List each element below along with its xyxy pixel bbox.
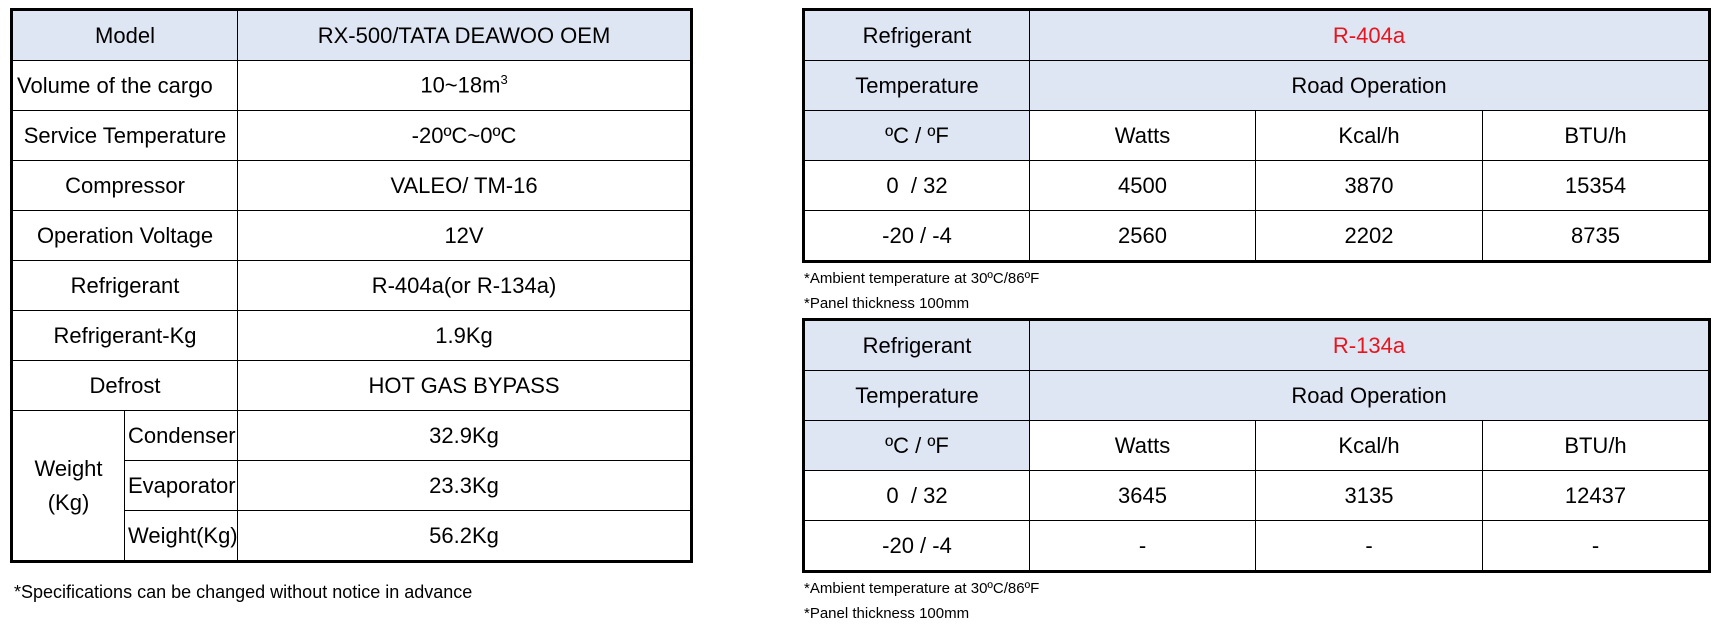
spec-table: Model RX-500/TATA DEAWOO OEM Volume of t… [10,8,694,563]
kcal-cell: 2202 [1255,210,1483,262]
ambient-note: *Ambient temperature at 30ºC/86ºF [804,270,1040,287]
btu-cell: 12437 [1482,470,1710,521]
temperature-cell: -20 / -4 [803,210,1030,262]
units-row: ºC / ºF Watts Kcal/h BTU/h [803,110,1710,161]
unit-header: Kcal/h [1255,420,1483,471]
panel-note: *Panel thickness 100mm [804,295,970,312]
spec-row-weight-condenser: Weight (Kg) Condenser 32.9Kg [11,410,693,562]
unit-header: Watts [1029,110,1256,161]
spec-label: Compressor [10,160,239,211]
table-row: -20 / -4 - - - [803,520,1710,572]
spec-row-defrost: Defrost HOT GAS BYPASS [10,360,693,411]
table-row: 0 / 32 4500 3870 15354 [803,160,1710,211]
temperature-row: Temperature Road Operation [803,60,1710,111]
table-row: 0 / 32 3645 3135 12437 [803,470,1710,521]
weight-sub-label: Weight(Kg) [123,510,239,562]
kcal-cell: 3135 [1255,470,1483,521]
spec-row-weight-evaporator: Evaporator 23.3Kg [12,460,693,511]
weight-sub-label: Condenser [123,410,239,461]
weight-label-line2: (Kg) [47,489,90,515]
refrigerant-label: Refrigerant [803,319,1030,371]
watts-cell: 3645 [1029,470,1256,521]
panel-note: *Panel thickness 100mm [804,605,970,622]
weight-value: 23.3Kg [237,460,693,511]
spec-row-volume: Volume of the cargo 10~18m3 [10,60,693,111]
unit-header: BTU/h [1482,110,1710,161]
spec-label: Volume of the cargo [10,60,239,111]
watts-cell: 2560 [1029,210,1256,262]
watts-cell: 4500 [1029,160,1256,211]
spec-note: *Specifications can be changed without n… [14,582,473,602]
spec-value: VALEO/ TM-16 [237,160,693,211]
spec-row-weight-total: Weight(Kg) 56.2Kg [12,510,693,562]
kcal-cell: - [1255,520,1483,572]
btu-cell: 15354 [1482,160,1710,211]
spec-value: -20ºC~0ºC [237,110,693,161]
ambient-note: *Ambient temperature at 30ºC/86ºF [804,580,1040,597]
spec-value: R-404a(or R-134a) [237,260,693,311]
unit-header: BTU/h [1482,420,1710,471]
weight-label-line1: Weight [34,455,103,481]
unit-header: Watts [1029,420,1256,471]
operation-label: Road Operation [1029,60,1710,111]
units-row: ºC / ºF Watts Kcal/h BTU/h [803,420,1710,471]
weight-label: Weight (Kg) [11,410,125,562]
spec-label: Model [10,9,239,61]
performance-table-r134a: Refrigerant R-134a Temperature Road Oper… [802,318,1711,573]
spec-value: HOT GAS BYPASS [237,360,693,411]
temperature-cell: 0 / 32 [803,160,1030,211]
unit-header: ºC / ºF [803,110,1030,161]
weight-sub-label: Evaporator [123,460,239,511]
refrigerant-value: R-404a [1029,9,1710,61]
temperature-row: Temperature Road Operation [803,370,1710,421]
temperature-cell: -20 / -4 [803,520,1030,572]
spec-value: RX-500/TATA DEAWOO OEM [237,9,693,61]
temperature-label: Temperature [803,60,1030,111]
volume-exponent: 3 [500,72,508,88]
unit-header: Kcal/h [1255,110,1483,161]
refrigerant-label: Refrigerant [803,9,1030,61]
unit-header: ºC / ºF [803,420,1030,471]
spec-value: 10~18m3 [237,60,693,111]
spec-value: 12V [237,210,693,261]
spec-row-compressor: Compressor VALEO/ TM-16 [10,160,693,211]
spec-row-voltage: Operation Voltage 12V [10,210,693,261]
refrigerant-value: R-134a [1029,319,1710,371]
spec-label: Refrigerant [10,260,239,311]
operation-label: Road Operation [1029,370,1710,421]
performance-table-r404a: Refrigerant R-404a Temperature Road Oper… [802,8,1711,263]
refrigerant-row: Refrigerant R-134a [803,319,1710,371]
temperature-cell: 0 / 32 [803,470,1030,521]
spec-row-refrigerant-kg: Refrigerant-Kg 1.9Kg [10,310,693,361]
spec-row-model: Model RX-500/TATA DEAWOO OEM [10,9,693,61]
spec-label: Defrost [10,360,239,411]
spec-label: Operation Voltage [10,210,239,261]
watts-cell: - [1029,520,1256,572]
kcal-cell: 3870 [1255,160,1483,211]
btu-cell: 8735 [1482,210,1710,262]
weight-value: 32.9Kg [237,410,693,461]
spec-value: 1.9Kg [237,310,693,361]
temperature-label: Temperature [803,370,1030,421]
weight-value: 56.2Kg [237,510,693,562]
table-row: -20 / -4 2560 2202 8735 [803,210,1710,262]
spec-label: Service Temperature [10,110,239,161]
refrigerant-row: Refrigerant R-404a [803,9,1710,61]
spec-label: Refrigerant-Kg [10,310,239,361]
btu-cell: - [1482,520,1710,572]
volume-value: 10~18m [420,72,501,98]
spec-row-service-temp: Service Temperature -20ºC~0ºC [10,110,693,161]
spec-row-refrigerant: Refrigerant R-404a(or R-134a) [10,260,693,311]
